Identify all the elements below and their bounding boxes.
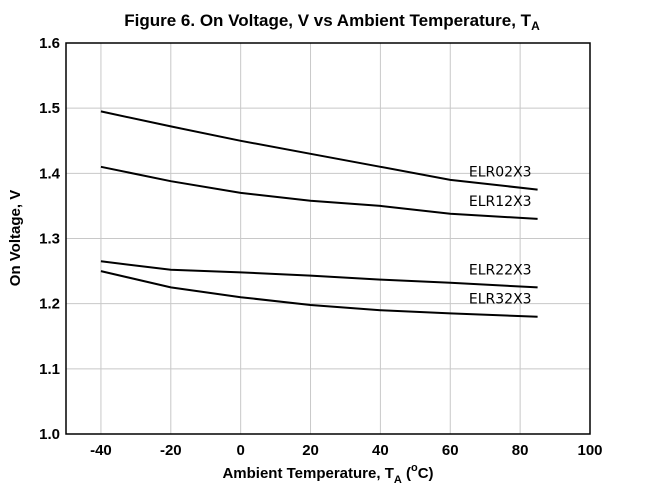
series-label-elr22x3: ELR22X3 — [469, 262, 532, 278]
x-tick-labels: -40 -20 0 20 40 60 80 100 — [90, 442, 602, 459]
x-axis-label-unit-prefix: ( — [402, 465, 411, 482]
x-axis-label-subscript: A — [394, 474, 402, 486]
x-axis-label-text: Ambient Temperature, T — [222, 465, 393, 482]
y-tick-label: 1.1 — [39, 361, 60, 378]
series-label-elr32x3: ELR32X3 — [469, 292, 532, 308]
x-tick-label: 20 — [302, 442, 319, 459]
y-tick-label: 1.4 — [39, 165, 61, 182]
x-axis-label: Ambient Temperature, TA (oC) — [222, 462, 433, 486]
series-line-elr32x3 — [100, 270, 538, 318]
y-tick-label: 1.0 — [39, 426, 60, 443]
series-line-elr22x3 — [100, 260, 538, 289]
y-tick-label: 1.6 — [39, 35, 60, 52]
y-tick-label: 1.3 — [39, 231, 60, 248]
x-axis-label-unit-suffix: C) — [418, 465, 434, 482]
y-tick-label: 1.2 — [39, 296, 60, 313]
chart-title: Figure 6. On Voltage, V vs Ambient Tempe… — [124, 11, 540, 33]
series-label-elr12x3: ELR12X3 — [469, 194, 532, 210]
x-tick-label: 100 — [577, 442, 602, 459]
y-tick-label: 1.5 — [39, 100, 60, 117]
chart-title-subscript: A — [531, 19, 540, 33]
y-tick-labels: 1.0 1.1 1.2 1.3 1.4 1.5 1.6 — [39, 35, 61, 443]
series-line-elr02x3 — [100, 110, 538, 191]
x-tick-label: 60 — [442, 442, 459, 459]
chart-title-text: Figure 6. On Voltage, V vs Ambient Tempe… — [124, 11, 531, 30]
series-labels: ELR02X3 ELR12X3 ELR22X3 ELR32X3 — [469, 165, 532, 308]
x-tick-label: -40 — [90, 442, 112, 459]
series-lines — [100, 110, 538, 318]
series-line-elr12x3 — [100, 165, 538, 220]
x-tick-label: -20 — [160, 442, 182, 459]
x-tick-label: 0 — [236, 442, 244, 459]
series-label-elr02x3: ELR02X3 — [469, 165, 532, 181]
x-tick-label: 40 — [372, 442, 389, 459]
y-axis-label: On Voltage, V — [7, 190, 24, 286]
grid — [66, 42, 591, 435]
x-axis-label-unit-sup: o — [411, 462, 418, 474]
x-tick-label: 80 — [512, 442, 529, 459]
plot-frame — [65, 42, 591, 435]
